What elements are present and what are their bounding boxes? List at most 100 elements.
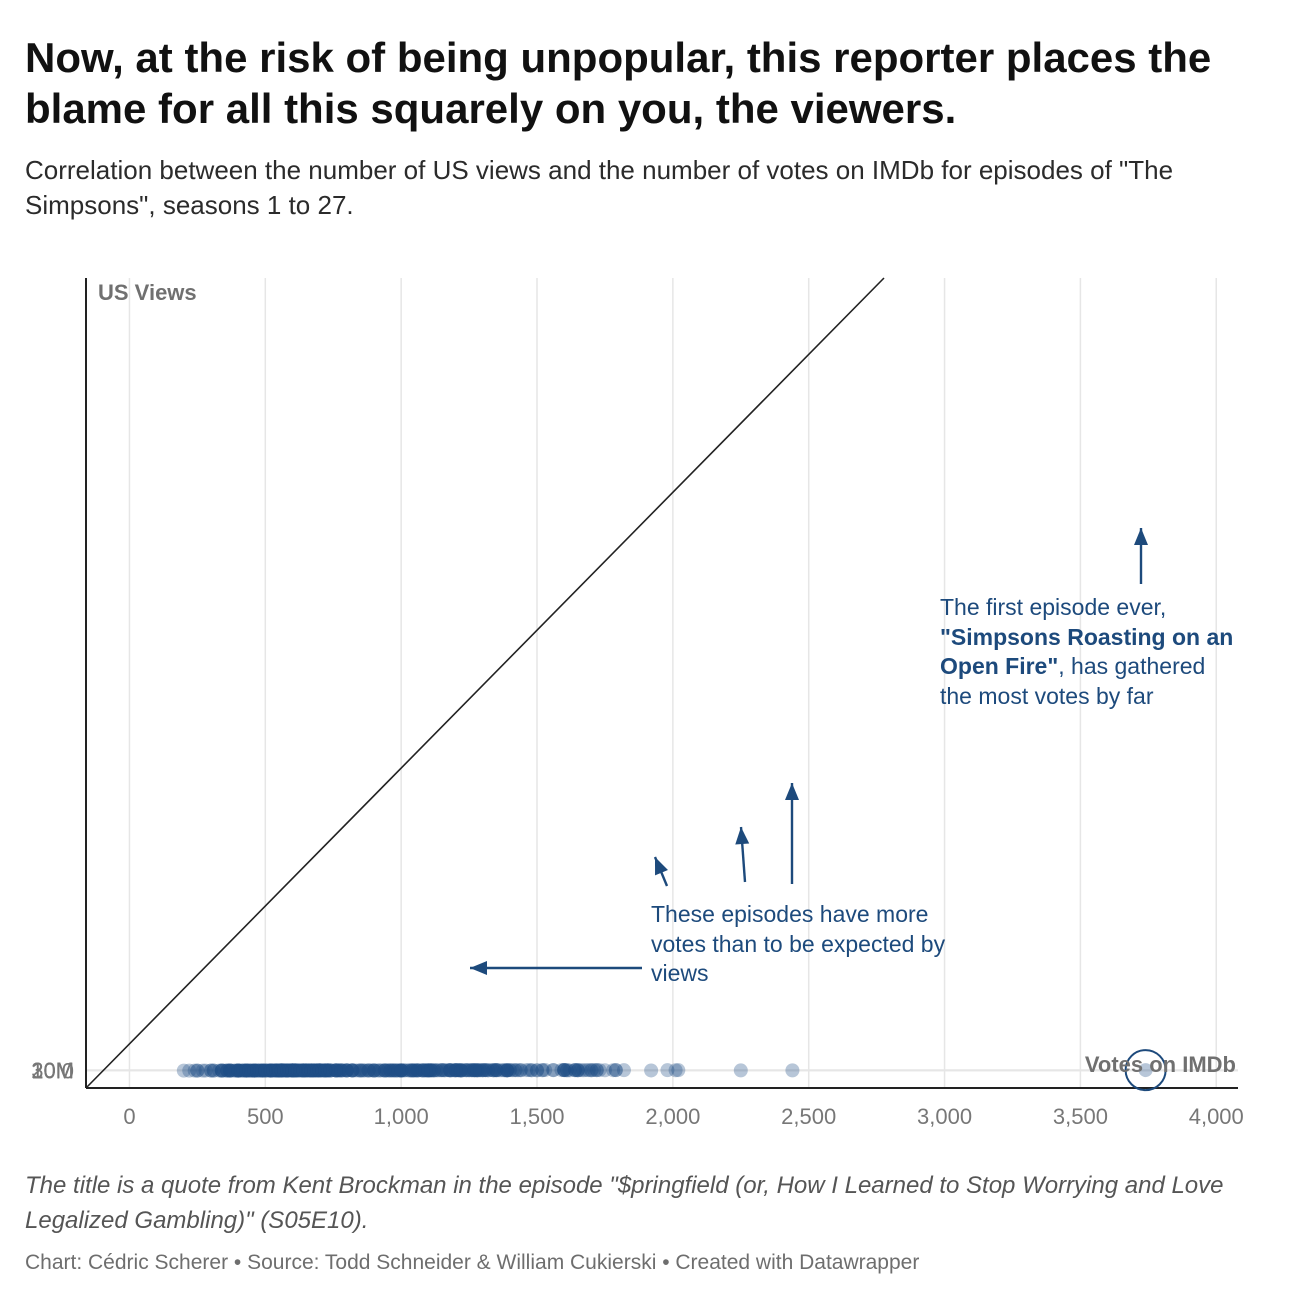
data-point: [277, 1063, 292, 1078]
data-point: [402, 1063, 417, 1078]
data-point: [445, 1063, 460, 1078]
data-point: [296, 1063, 311, 1078]
data-point: [519, 1063, 534, 1078]
data-point: [557, 1063, 572, 1078]
data-point: [584, 1063, 599, 1078]
arrow-episode-2-head: [735, 827, 750, 845]
data-point: [467, 1063, 482, 1078]
data-point: [407, 1063, 422, 1078]
data-point: [421, 1063, 436, 1078]
data-point: [337, 1063, 352, 1078]
data-point: [239, 1063, 254, 1078]
data-point: [206, 1063, 221, 1078]
data-point: [323, 1063, 338, 1078]
data-point: [315, 1063, 330, 1078]
data-point: [559, 1063, 574, 1078]
data-point: [524, 1063, 539, 1078]
data-point: [415, 1063, 430, 1078]
data-point: [309, 1063, 324, 1078]
data-point: [304, 1063, 319, 1078]
data-point: [440, 1063, 455, 1078]
data-point: [383, 1063, 398, 1078]
data-point: [233, 1063, 248, 1078]
data-point: [296, 1063, 311, 1078]
data-point: [472, 1063, 487, 1078]
data-point: [451, 1063, 466, 1078]
data-point: [345, 1063, 360, 1078]
data-point: [328, 1063, 343, 1078]
data-point: [263, 1063, 278, 1078]
x-tick-label: 500: [247, 1104, 284, 1129]
data-point: [497, 1063, 512, 1078]
data-point: [290, 1063, 305, 1078]
annotation-first-episode-tail: , has gathered the most votes by far: [940, 653, 1206, 709]
data-point: [405, 1063, 420, 1078]
data-point: [388, 1063, 403, 1078]
data-point: [331, 1063, 346, 1078]
arrow-episode-3-head: [655, 857, 668, 876]
data-point: [424, 1063, 439, 1078]
data-point: [231, 1063, 246, 1078]
data-point: [361, 1063, 376, 1078]
x-tick-label: 4,000: [1189, 1104, 1244, 1129]
data-point: [220, 1063, 235, 1078]
highlighted-data-point: [733, 1063, 748, 1078]
data-point: [486, 1063, 501, 1078]
data-point: [187, 1063, 202, 1078]
data-point: [513, 1063, 528, 1078]
data-point: [448, 1063, 463, 1078]
data-point: [190, 1063, 205, 1078]
data-point: [220, 1063, 235, 1078]
data-point: [421, 1063, 436, 1078]
data-point: [345, 1063, 360, 1078]
data-point: [269, 1063, 284, 1078]
data-point: [500, 1063, 515, 1078]
data-point: [304, 1063, 319, 1078]
data-point: [443, 1063, 458, 1078]
data-point: [353, 1063, 368, 1078]
data-point: [410, 1063, 425, 1078]
data-point: [318, 1063, 333, 1078]
data-point: [475, 1063, 490, 1078]
data-point: [328, 1063, 343, 1078]
chart-title: Now, at the risk of being unpopular, thi…: [25, 34, 1212, 132]
data-point: [443, 1063, 458, 1078]
data-point: [312, 1063, 327, 1078]
data-point: [242, 1063, 257, 1078]
data-point: [573, 1063, 588, 1078]
data-point: [410, 1063, 425, 1078]
data-point: [415, 1063, 430, 1078]
data-point: [296, 1063, 311, 1078]
data-point: [410, 1063, 425, 1078]
highlighted-data-point: [785, 1063, 800, 1078]
data-point: [500, 1063, 515, 1078]
data-point: [364, 1063, 379, 1078]
data-point: [203, 1063, 218, 1078]
data-point: [288, 1063, 303, 1078]
data-point: [386, 1063, 401, 1078]
data-point: [231, 1063, 246, 1078]
data-point: [328, 1063, 343, 1078]
data-point: [176, 1063, 191, 1078]
data-point: [225, 1063, 240, 1078]
data-point: [608, 1063, 623, 1078]
data-point: [328, 1063, 343, 1078]
data-point: [334, 1063, 349, 1078]
data-point: [258, 1063, 273, 1078]
axes: [85, 277, 1238, 1089]
data-point: [255, 1063, 270, 1078]
data-point: [307, 1063, 322, 1078]
data-point: [453, 1063, 468, 1078]
data-point: [301, 1063, 316, 1078]
data-point: [214, 1063, 229, 1078]
data-point: [530, 1063, 545, 1078]
highlighted-data-point: [1138, 1063, 1153, 1078]
data-point: [280, 1063, 295, 1078]
data-point: [394, 1063, 409, 1078]
x-axis-title: Votes on IMDb: [1085, 1052, 1236, 1077]
x-tick-label: 1,000: [374, 1104, 429, 1129]
x-tick-label: 2,000: [645, 1104, 700, 1129]
data-point: [535, 1063, 550, 1078]
data-point: [274, 1063, 289, 1078]
data-point: [505, 1063, 520, 1078]
